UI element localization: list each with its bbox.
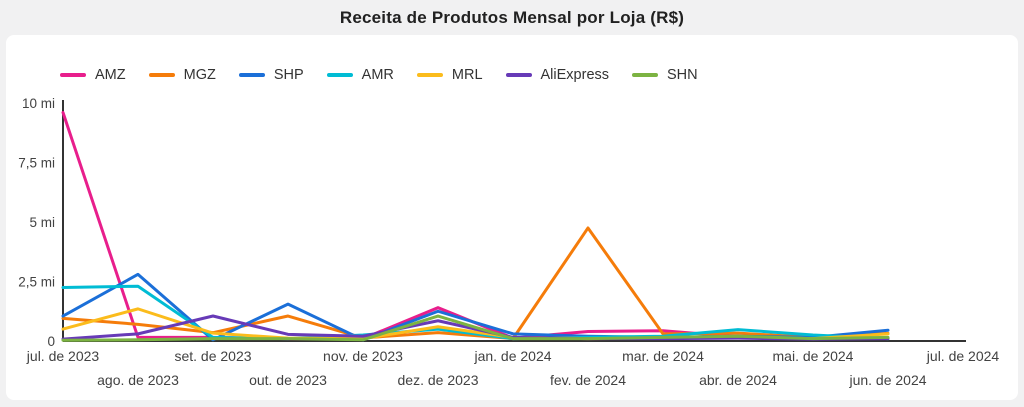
legend-item-AMR[interactable]: AMR — [326, 67, 394, 83]
legend-item-AMZ[interactable]: AMZ — [60, 67, 126, 83]
title-bar: Receita de Produtos Mensal por Loja (R$) — [0, 0, 1024, 35]
legend-item-MRL[interactable]: MRL — [416, 67, 483, 83]
chart-legend: AMZ MGZ SHP AMR MRL AliExpress SHN — [60, 67, 698, 83]
legend-label: AMR — [361, 67, 394, 83]
legend-item-MGZ[interactable]: MGZ — [148, 67, 216, 83]
legend-item-SHP[interactable]: SHP — [238, 67, 304, 83]
legend-swatch-MRL — [416, 73, 443, 77]
chart-card: AMZ MGZ SHP AMR MRL AliExpress SHN — [6, 35, 1018, 400]
legend-swatch-SHP — [238, 73, 265, 77]
legend-swatch-AMR — [326, 73, 353, 77]
legend-label: AMZ — [95, 67, 126, 83]
legend-label: MGZ — [183, 67, 216, 83]
legend-swatch-AMZ — [60, 73, 86, 77]
legend-swatch-AliExpress — [505, 73, 532, 77]
legend-label: AliExpress — [540, 67, 610, 83]
legend-label: SHN — [667, 67, 698, 83]
legend-label: SHP — [273, 67, 304, 83]
legend-item-SHN[interactable]: SHN — [632, 67, 698, 83]
legend-swatch-SHN — [632, 73, 659, 77]
legend-label: MRL — [451, 67, 483, 83]
legend-swatch-MGZ — [148, 73, 175, 77]
legend-item-AliExpress[interactable]: AliExpress — [505, 67, 610, 83]
chart-title: Receita de Produtos Mensal por Loja (R$) — [339, 7, 685, 27]
